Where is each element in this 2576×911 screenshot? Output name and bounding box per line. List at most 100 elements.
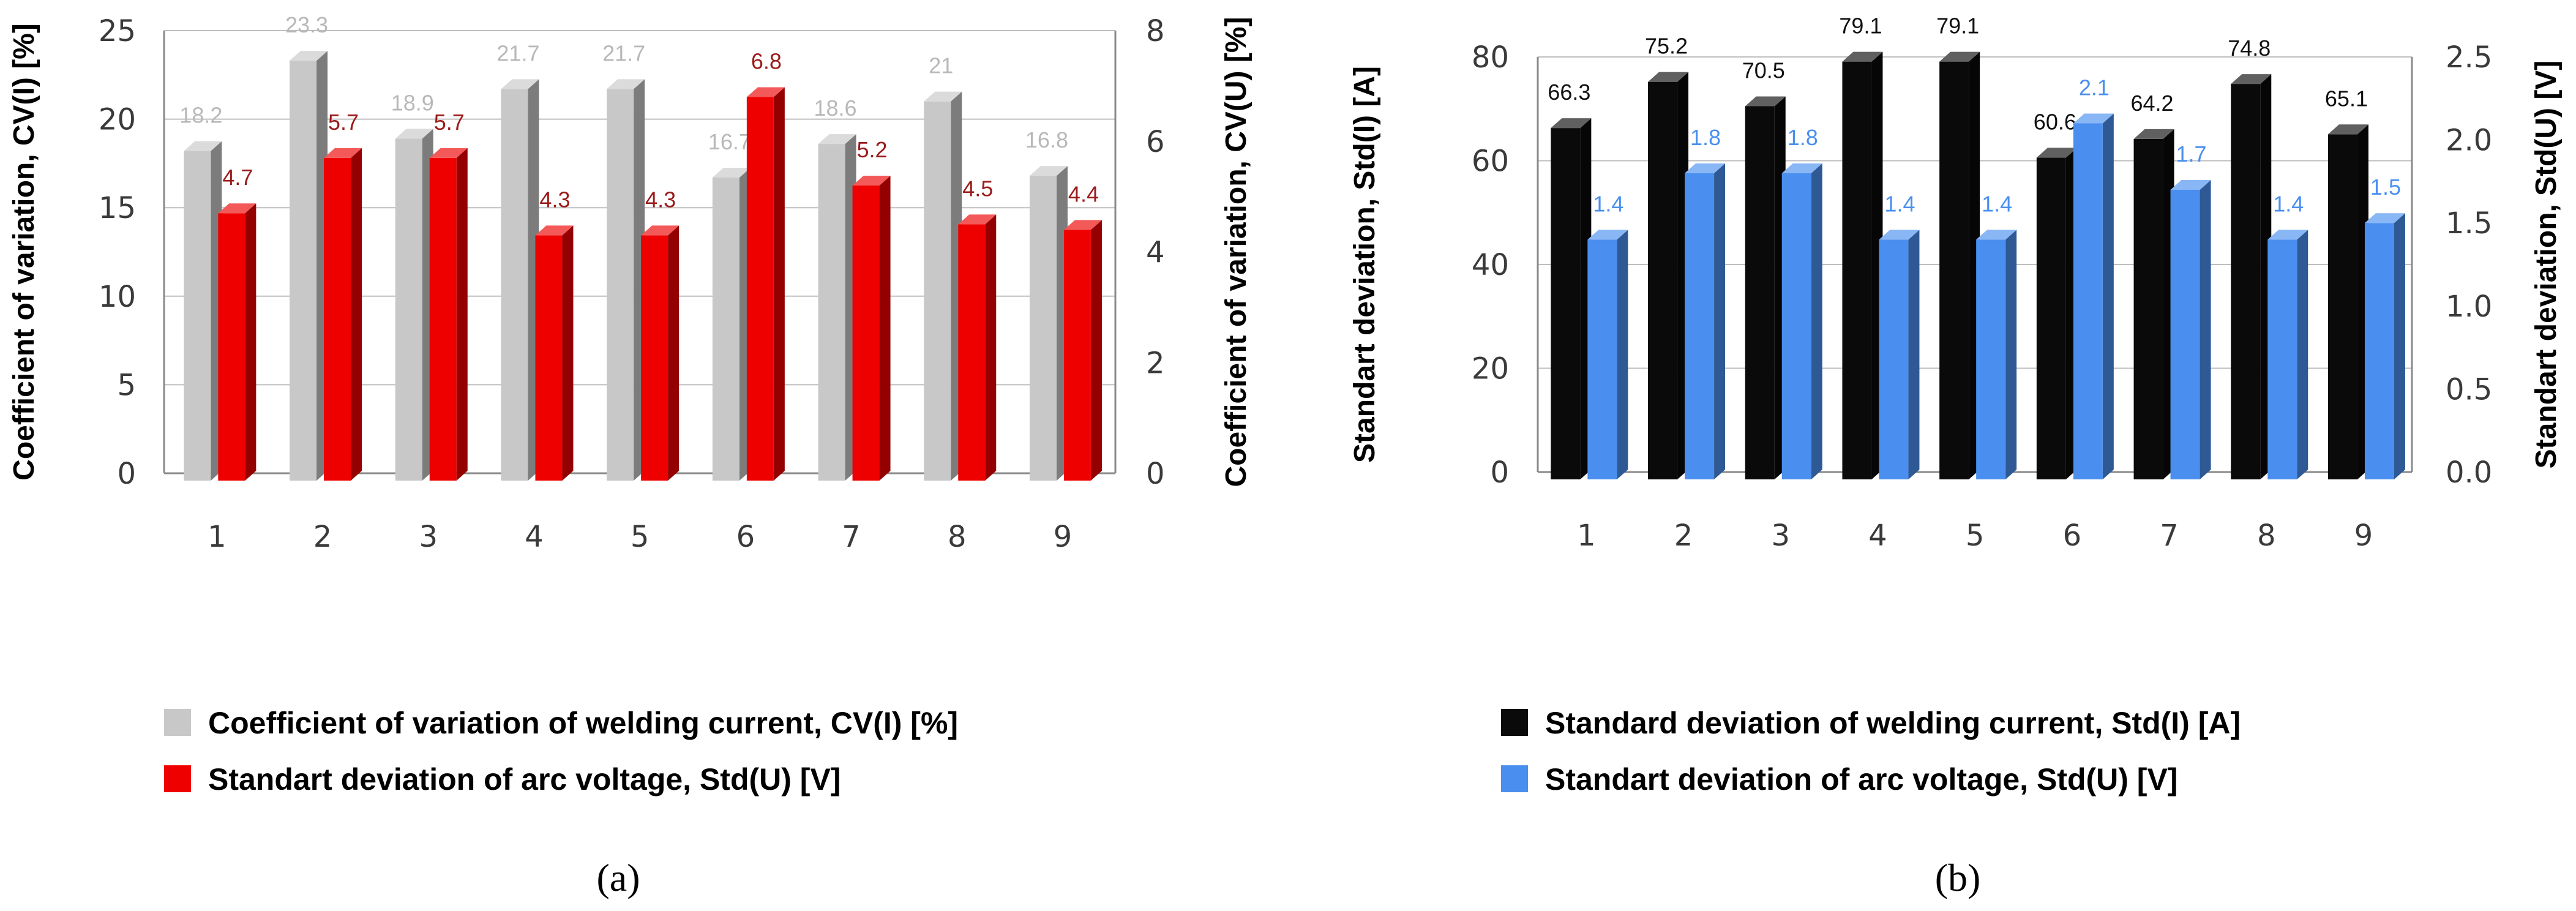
y2-tick-label: 0.0 <box>2446 455 2492 490</box>
legend-swatch-2 <box>1501 765 1528 792</box>
series-1-data-label: 66.3 <box>1548 80 1590 105</box>
series-1-bar <box>2036 157 2066 479</box>
series-1-bar <box>818 144 845 481</box>
y-tick-label: 0 <box>117 457 136 491</box>
x-tick-label: 6 <box>2063 519 2082 553</box>
series-1-data-label: 18.6 <box>814 96 857 121</box>
series-2-bar-side <box>1617 230 1628 479</box>
series-1-data-label: 70.5 <box>1742 58 1785 83</box>
series-2-bar-side <box>1090 220 1102 481</box>
series-2-bar-side <box>456 148 468 481</box>
series-2-bar-top <box>641 225 680 236</box>
caption-b: (b) <box>1935 856 1981 899</box>
series-2-bar-top <box>852 176 891 186</box>
series-1-bar <box>501 89 528 481</box>
series-2-bar-side <box>879 176 891 481</box>
x-tick-label: 8 <box>2257 519 2276 553</box>
series-2-bar-top <box>1587 230 1628 240</box>
series-1-data-label: 21 <box>929 53 953 78</box>
y-tick-label: 20 <box>99 103 136 137</box>
series-2-data-label: 6.8 <box>751 48 782 73</box>
series-2-data-label: 4.7 <box>222 165 253 190</box>
series-2-bar <box>1587 239 1617 479</box>
series-1-bar-top <box>2133 129 2174 139</box>
series-2-bar-top <box>746 87 785 97</box>
y2-axis-title: Standart deviation, Std(U) [V] <box>2530 61 2563 469</box>
chart-panel-b: (b) 0 20 40 60 80 0.0 0.5 1.0 1.5 2.0 2.5 Standart … <box>1349 13 2563 899</box>
series-2-bar <box>1976 239 2006 479</box>
series-2-data-label: 1.8 <box>1690 125 1721 150</box>
series-1-bar-top <box>1842 51 1883 62</box>
series-2-data-label: 4.5 <box>962 176 993 201</box>
series-1-bar-top <box>1648 72 1689 82</box>
x-tick-label: 6 <box>736 520 755 554</box>
series-1-bar <box>1648 81 1678 479</box>
series-2-bar <box>1685 173 1715 479</box>
y-tick-label: 0 <box>1490 455 1509 490</box>
series-2-data-label: 1.4 <box>1884 191 1915 216</box>
series-2-bar <box>2170 189 2200 479</box>
series-2-bar <box>2073 123 2103 480</box>
series-2-bar-side <box>985 214 997 481</box>
series-1-bar-top <box>2036 148 2077 158</box>
series-2-bar-top <box>2073 113 2114 124</box>
series-2-bar-side <box>2200 179 2211 479</box>
series-2-data-label: 5.7 <box>328 110 359 135</box>
x-tick-label: 4 <box>1868 519 1887 553</box>
y2-tick-label: 4 <box>1146 236 1165 270</box>
series-2-bar <box>429 157 457 481</box>
series-1-bar <box>924 101 951 481</box>
series-2-bar-top <box>1976 230 2017 240</box>
y2-axis-title: Coefficient of variation, CV(U) [%] <box>1220 17 1252 487</box>
series-2-bar-side <box>2102 113 2114 480</box>
series-2-bar-top <box>1879 230 1920 240</box>
series-2-bar-top <box>958 214 997 225</box>
series-2-bar-side <box>1811 163 1822 480</box>
legend-label-1: Standard deviation of welding current, S… <box>1545 706 2241 740</box>
series-1-bar <box>1842 61 1872 479</box>
series-1-bar-top <box>395 129 433 139</box>
series-2-bar-side <box>2394 213 2405 479</box>
series-2-data-label: 1.5 <box>2370 174 2401 200</box>
series-1-data-label: 79.1 <box>1839 13 1882 39</box>
series-2-data-label: 4.3 <box>645 187 676 212</box>
y-tick-label: 40 <box>1472 248 1509 282</box>
series-2-bar <box>852 186 880 481</box>
legend-swatch-2 <box>164 765 191 792</box>
series-2-bar <box>1879 239 1909 479</box>
x-tick-label: 5 <box>1966 519 1985 553</box>
series-1-bar-top <box>607 79 645 89</box>
series-2-bar-side <box>2297 230 2308 479</box>
x-tick-label: 2 <box>313 520 332 554</box>
series-1-bar-top <box>1551 118 1592 129</box>
series-2-bar-top <box>535 225 574 236</box>
y2-tick-label: 0 <box>1146 457 1165 491</box>
series-1-data-label: 16.8 <box>1025 127 1068 152</box>
series-1-data-label: 16.7 <box>708 129 751 154</box>
y2-tick-label: 6 <box>1146 125 1165 159</box>
x-tick-label: 5 <box>631 520 650 554</box>
series-2-data-label: 1.8 <box>1788 125 1818 150</box>
series-1-data-label: 21.7 <box>496 40 539 66</box>
series-2-bar-top <box>1685 163 1726 173</box>
x-tick-label: 3 <box>1771 519 1790 553</box>
legend-label-1: Coefficient of variation of welding curr… <box>208 706 958 740</box>
y-axis-title: Standart deviation, Std(I) [A] <box>1349 66 1381 463</box>
series-1-bar-top <box>924 91 962 102</box>
series-2-bar-side <box>773 87 785 481</box>
series-2-data-label: 4.4 <box>1068 181 1099 206</box>
series-1-data-label: 74.8 <box>2228 36 2271 61</box>
series-1-bar-top <box>501 79 539 89</box>
series-1-bar-top <box>184 141 222 151</box>
series-2-bar-side <box>668 225 680 481</box>
series-2-bar-top <box>2170 179 2211 190</box>
series-1-data-label: 23.3 <box>285 12 328 37</box>
y-tick-label: 60 <box>1472 144 1509 179</box>
x-tick-label: 1 <box>208 520 227 554</box>
series-1-bar <box>2327 134 2357 480</box>
series-2-data-label: 5.7 <box>434 110 465 135</box>
series-1-bar-top <box>1939 51 1980 62</box>
y-tick-label: 5 <box>117 368 136 402</box>
legend-label-2: Standart deviation of arc voltage, Std(U… <box>1545 762 2177 797</box>
series-2-bar <box>218 213 245 481</box>
